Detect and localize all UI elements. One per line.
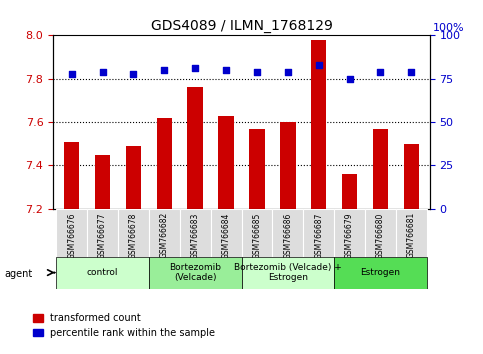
Bar [149, 257, 242, 289]
Point [99, 69, 106, 75]
Bar [187, 87, 203, 209]
Point [68, 71, 75, 76]
Point [315, 62, 323, 68]
Bar [404, 144, 419, 209]
Bar [242, 209, 272, 257]
Bar [365, 209, 396, 257]
Point [253, 69, 261, 75]
Bar [303, 209, 334, 257]
Point [346, 76, 354, 81]
Bar [180, 209, 211, 257]
Text: GSM766678: GSM766678 [129, 212, 138, 258]
Text: GSM766679: GSM766679 [345, 212, 354, 259]
Bar [95, 155, 110, 209]
Text: GSM766686: GSM766686 [284, 212, 292, 258]
Point [191, 65, 199, 71]
Point [160, 67, 168, 73]
Bar [118, 209, 149, 257]
Text: GSM766683: GSM766683 [191, 212, 199, 258]
Bar [334, 257, 427, 289]
Bar [311, 40, 327, 209]
Bar [126, 146, 141, 209]
Bar [218, 116, 234, 209]
Text: Estrogen: Estrogen [360, 268, 400, 277]
Text: GSM766676: GSM766676 [67, 212, 76, 259]
Text: GSM766682: GSM766682 [160, 212, 169, 258]
Bar [280, 122, 296, 209]
Point [408, 69, 415, 75]
Bar [156, 118, 172, 209]
Bar [149, 209, 180, 257]
Bar [334, 209, 365, 257]
Bar [373, 129, 388, 209]
Bar [342, 174, 357, 209]
Bar [87, 209, 118, 257]
Bar [272, 209, 303, 257]
Point [284, 69, 292, 75]
Text: GSM766681: GSM766681 [407, 212, 416, 258]
Text: GSM766680: GSM766680 [376, 212, 385, 258]
Text: GSM766684: GSM766684 [222, 212, 230, 258]
Bar [56, 257, 149, 289]
Text: GSM766685: GSM766685 [253, 212, 261, 258]
Point [222, 67, 230, 73]
Text: GSM766687: GSM766687 [314, 212, 323, 258]
Text: Bortezomib
(Velcade): Bortezomib (Velcade) [169, 263, 221, 282]
Bar [242, 257, 334, 289]
Bar [249, 129, 265, 209]
Legend: transformed count, percentile rank within the sample: transformed count, percentile rank withi… [29, 309, 219, 342]
Bar [211, 209, 242, 257]
Text: control: control [87, 268, 118, 277]
Point [377, 69, 384, 75]
Point [129, 71, 137, 76]
Text: 100%: 100% [433, 23, 464, 33]
Text: GSM766677: GSM766677 [98, 212, 107, 259]
Title: GDS4089 / ILMN_1768129: GDS4089 / ILMN_1768129 [151, 19, 332, 33]
Text: agent: agent [5, 269, 33, 279]
Bar [64, 142, 79, 209]
Bar [56, 209, 87, 257]
Bar [396, 209, 427, 257]
Text: Bortezomib (Velcade) +
Estrogen: Bortezomib (Velcade) + Estrogen [234, 263, 341, 282]
